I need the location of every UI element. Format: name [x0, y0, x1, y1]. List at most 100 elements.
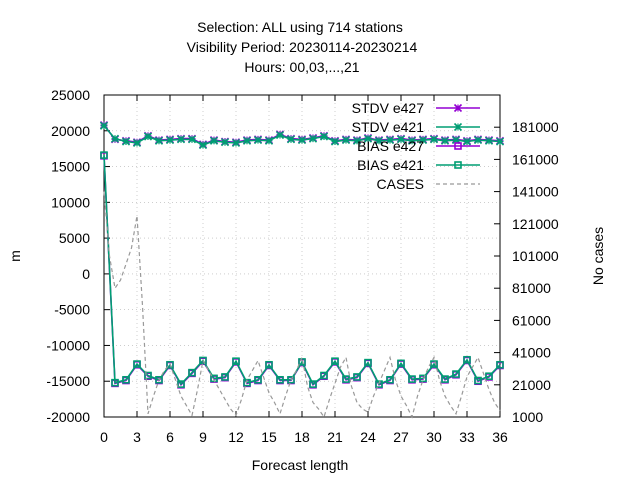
legend-marker: [454, 142, 462, 150]
data-point: [353, 373, 361, 381]
series-bias-e427: [100, 152, 504, 389]
data-point: [155, 375, 163, 384]
data-point: [396, 135, 406, 144]
y2-tick-label: 81000: [512, 280, 551, 296]
data-point: [297, 136, 307, 145]
legend-item: STDV e427: [352, 100, 480, 116]
data-point: [419, 374, 427, 383]
y2-tick-label: 181000: [512, 119, 559, 135]
data-point: [100, 151, 108, 159]
data-point: [287, 375, 295, 384]
data-point: [121, 137, 131, 146]
data-point: [188, 368, 196, 377]
x-axis-tick-labels: 0 3 6 9 12 15 18 21 24 27 30 33 36: [100, 429, 508, 445]
data-point: [265, 360, 273, 369]
chart-title-line-3: Hours: 00,03,...,21: [244, 59, 359, 75]
y2-axis-tick-labels: 1000 21000 41000 61000 81000 101000 121000 1410…: [512, 119, 559, 425]
data-point: [242, 136, 252, 145]
data-point: [199, 356, 207, 365]
data-point: [275, 131, 285, 140]
data-point: [111, 378, 119, 387]
data-point: [352, 136, 362, 145]
series-stdv-e421: [99, 121, 505, 150]
legend-item: BIAS e427: [357, 138, 480, 154]
data-point: [254, 375, 262, 384]
y2-tick-label: 121000: [512, 216, 559, 232]
data-point: [176, 135, 186, 144]
x-tick-label: 0: [100, 429, 108, 445]
data-point: [165, 136, 175, 145]
y-axis-label: m: [7, 250, 23, 262]
data-point: [408, 375, 416, 383]
series-cases: [103, 191, 501, 419]
data-point: [463, 355, 471, 364]
y-tick-label: 25000: [51, 87, 90, 103]
data-point: [221, 373, 229, 381]
data-point: [331, 357, 339, 365]
legend-label: CASES: [377, 176, 424, 192]
data-point: [144, 371, 152, 380]
data-point: [374, 136, 384, 145]
data-point: [308, 134, 318, 143]
axis-ticks: [103, 94, 501, 418]
legend-item: CASES: [377, 176, 480, 192]
data-point: [418, 136, 428, 145]
x-tick-label: 36: [492, 429, 508, 445]
y-tick-label: 0: [82, 266, 90, 282]
data-point: [364, 358, 372, 367]
data-point: [210, 374, 218, 383]
data-point: [319, 132, 329, 141]
x-tick-label: 12: [228, 429, 244, 445]
y-tick-label: -5000: [54, 302, 90, 318]
data-point: [133, 360, 141, 368]
data-point: [473, 136, 483, 145]
data-point: [342, 375, 350, 383]
y-tick-label: 15000: [51, 159, 90, 175]
y2-tick-label: 101000: [512, 248, 559, 264]
data-point: [187, 135, 197, 144]
series-line: [103, 155, 501, 386]
legend-label: STDV e421: [352, 119, 425, 135]
data-point: [220, 138, 230, 147]
chart-title: Selection: ALL using 714 stations Visibi…: [187, 19, 418, 75]
y2-axis-label: No cases: [590, 227, 606, 285]
x-tick-label: 33: [459, 429, 475, 445]
x-tick-label: 6: [166, 429, 174, 445]
y-tick-label: -20000: [46, 409, 90, 425]
y2-tick-label: 161000: [512, 151, 559, 167]
legend-marker: [453, 103, 463, 113]
data-point: [286, 135, 296, 144]
series-line: [103, 191, 501, 419]
legend: STDV e427 STDV e421 BIAS e427 BIAS e421 CASE…: [352, 100, 480, 192]
data-point: [253, 136, 263, 145]
legend-marker: [453, 122, 463, 132]
data-point: [495, 137, 505, 146]
legend-item: BIAS e421: [357, 157, 480, 173]
data-point: [264, 136, 274, 145]
y-tick-label: 20000: [51, 123, 90, 139]
y2-tick-label: 141000: [512, 184, 559, 200]
data-point: [122, 375, 130, 384]
data-point: [375, 380, 383, 388]
data-point: [166, 360, 174, 369]
legend-label: BIAS e421: [357, 157, 424, 173]
data-point: [441, 375, 449, 383]
y-tick-label: 10000: [51, 194, 90, 210]
x-tick-label: 21: [327, 429, 343, 445]
x-tick-label: 30: [426, 429, 442, 445]
y2-tick-label: 41000: [512, 345, 551, 361]
data-point: [452, 370, 460, 378]
y2-tick-label: 21000: [512, 377, 551, 393]
data-point: [485, 372, 493, 381]
y2-tick-label: 1000: [512, 409, 543, 425]
y-tick-label: -10000: [46, 337, 90, 353]
data-point: [154, 136, 164, 145]
x-tick-label: 15: [261, 429, 277, 445]
data-point: [430, 360, 438, 368]
y-axis-tick-labels: -20000 -15000 -10000 -5000 0 5000 10000 15000 20…: [46, 87, 90, 425]
legend-item: STDV e421: [352, 119, 480, 135]
series-layer: [99, 120, 505, 419]
data-point: [341, 136, 351, 145]
x-tick-label: 24: [360, 429, 376, 445]
